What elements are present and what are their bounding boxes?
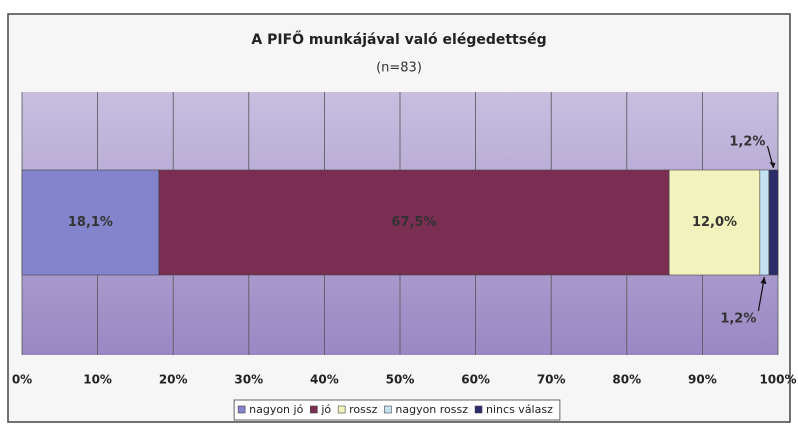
legend-swatch (384, 405, 392, 414)
x-tick-label: 80% (612, 373, 641, 387)
legend-swatch (337, 405, 346, 414)
bar-segment (759, 169, 770, 276)
x-tick-label: 50% (386, 373, 415, 387)
legend-label: nagyon jó (249, 403, 303, 416)
x-tick-label: 70% (537, 373, 566, 387)
x-tick-label: 20% (159, 373, 188, 387)
arrow-head (760, 277, 767, 284)
legend-label: nincs válasz (486, 403, 553, 416)
arrow-head (769, 162, 776, 168)
legend-swatch (474, 405, 483, 414)
chart-title: A PIFŐ munkájával való elégedettség (251, 30, 546, 48)
bar-segment (768, 169, 779, 276)
x-tick-label: 30% (234, 373, 263, 387)
x-tick-label: 60% (461, 373, 490, 387)
legend-swatch (310, 405, 318, 414)
x-tick-label: 0% (12, 373, 32, 387)
data-label: 12,0% (692, 215, 737, 230)
legend-label: jó (320, 403, 331, 416)
data-label: 18,1% (68, 215, 113, 230)
legend-label: rossz (349, 403, 377, 416)
x-tick-label: 100% (759, 373, 796, 387)
x-tick-label: 40% (310, 373, 339, 387)
data-label: 1,2% (720, 312, 756, 327)
bar-segment (158, 169, 670, 276)
legend-swatch (237, 405, 246, 414)
data-label: 67,5% (391, 215, 436, 230)
x-tick-label: 90% (688, 373, 717, 387)
x-tick-label: 10% (83, 373, 112, 387)
data-label: 1,2% (729, 135, 765, 150)
legend-label: nagyon rossz (395, 403, 468, 416)
legend-box (233, 399, 561, 421)
chart-subtitle: (n=83) (376, 61, 422, 76)
